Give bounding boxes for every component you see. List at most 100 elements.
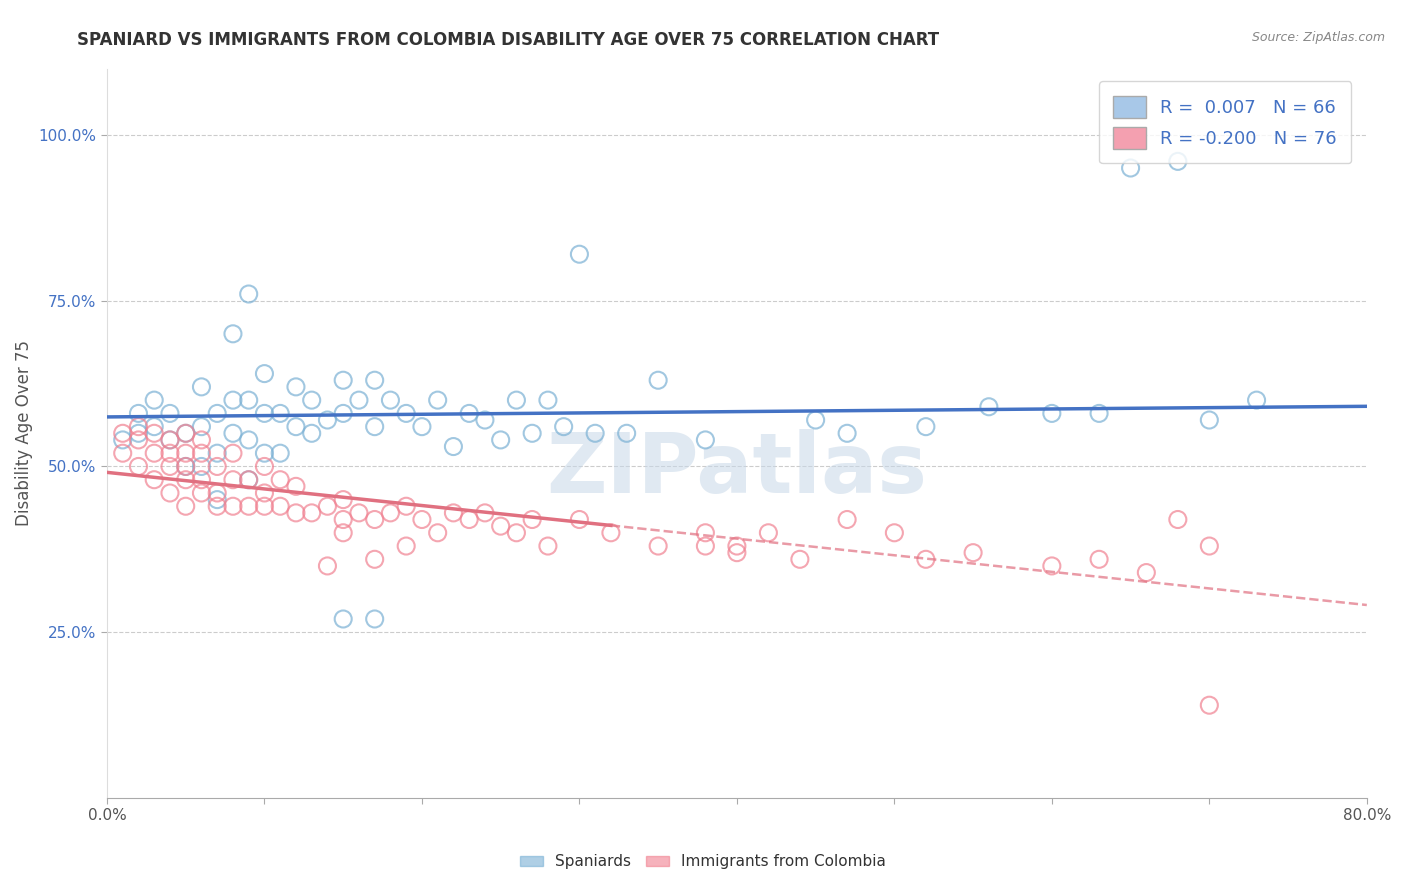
Point bbox=[238, 287, 260, 301]
Point bbox=[159, 446, 181, 460]
Point bbox=[695, 433, 717, 447]
Point bbox=[269, 500, 291, 514]
Point bbox=[695, 525, 717, 540]
Point bbox=[238, 433, 260, 447]
Text: SPANIARD VS IMMIGRANTS FROM COLOMBIA DISABILITY AGE OVER 75 CORRELATION CHART: SPANIARD VS IMMIGRANTS FROM COLOMBIA DIS… bbox=[77, 31, 939, 49]
Point bbox=[758, 525, 780, 540]
Point bbox=[332, 492, 354, 507]
Point bbox=[253, 367, 276, 381]
Point bbox=[380, 506, 402, 520]
Point bbox=[284, 506, 307, 520]
Point bbox=[159, 433, 181, 447]
Point bbox=[489, 519, 512, 533]
Text: ZIPatlas: ZIPatlas bbox=[547, 429, 928, 510]
Point bbox=[111, 426, 134, 441]
Point bbox=[1198, 539, 1220, 553]
Point bbox=[238, 473, 260, 487]
Point bbox=[505, 393, 527, 408]
Point bbox=[1135, 566, 1157, 580]
Point bbox=[174, 500, 197, 514]
Point bbox=[380, 393, 402, 408]
Point bbox=[1088, 406, 1111, 420]
Point bbox=[222, 393, 245, 408]
Point bbox=[458, 406, 481, 420]
Point bbox=[332, 512, 354, 526]
Point bbox=[238, 393, 260, 408]
Point bbox=[190, 473, 212, 487]
Point bbox=[269, 406, 291, 420]
Point bbox=[583, 426, 606, 441]
Point bbox=[363, 512, 385, 526]
Point bbox=[1167, 154, 1189, 169]
Point bbox=[616, 426, 638, 441]
Point bbox=[143, 426, 166, 441]
Legend: R =  0.007   N = 66, R = -0.200   N = 76: R = 0.007 N = 66, R = -0.200 N = 76 bbox=[1099, 81, 1351, 163]
Point bbox=[174, 446, 197, 460]
Point bbox=[395, 500, 418, 514]
Point bbox=[205, 500, 228, 514]
Point bbox=[426, 525, 449, 540]
Point bbox=[363, 373, 385, 387]
Point bbox=[411, 419, 433, 434]
Point bbox=[284, 419, 307, 434]
Point bbox=[915, 419, 938, 434]
Point bbox=[568, 512, 591, 526]
Point bbox=[489, 433, 512, 447]
Point bbox=[411, 512, 433, 526]
Point bbox=[222, 326, 245, 341]
Point bbox=[347, 393, 370, 408]
Point bbox=[159, 433, 181, 447]
Point bbox=[127, 426, 149, 441]
Point bbox=[205, 446, 228, 460]
Point bbox=[332, 406, 354, 420]
Point bbox=[127, 459, 149, 474]
Point bbox=[1246, 393, 1268, 408]
Point bbox=[269, 473, 291, 487]
Point bbox=[174, 426, 197, 441]
Point bbox=[159, 406, 181, 420]
Point bbox=[883, 525, 905, 540]
Point bbox=[316, 500, 339, 514]
Point bbox=[395, 406, 418, 420]
Point bbox=[1119, 161, 1142, 175]
Point bbox=[1198, 698, 1220, 713]
Point bbox=[505, 525, 527, 540]
Point bbox=[474, 413, 496, 427]
Text: Source: ZipAtlas.com: Source: ZipAtlas.com bbox=[1251, 31, 1385, 45]
Point bbox=[458, 512, 481, 526]
Point bbox=[174, 459, 197, 474]
Point bbox=[962, 546, 984, 560]
Point bbox=[190, 380, 212, 394]
Point bbox=[127, 433, 149, 447]
Point bbox=[269, 446, 291, 460]
Point bbox=[301, 393, 323, 408]
Point bbox=[837, 512, 859, 526]
Point bbox=[174, 473, 197, 487]
Point bbox=[1040, 406, 1063, 420]
Point bbox=[127, 419, 149, 434]
Point bbox=[143, 473, 166, 487]
Point bbox=[647, 539, 669, 553]
Point bbox=[222, 473, 245, 487]
Point bbox=[253, 500, 276, 514]
Point bbox=[253, 446, 276, 460]
Point bbox=[316, 558, 339, 573]
Point bbox=[332, 373, 354, 387]
Point bbox=[977, 400, 1000, 414]
Point bbox=[127, 406, 149, 420]
Point bbox=[553, 419, 575, 434]
Point bbox=[441, 506, 464, 520]
Y-axis label: Disability Age Over 75: Disability Age Over 75 bbox=[15, 340, 32, 526]
Point bbox=[205, 486, 228, 500]
Point bbox=[1040, 558, 1063, 573]
Point bbox=[174, 459, 197, 474]
Point bbox=[474, 506, 496, 520]
Point bbox=[190, 459, 212, 474]
Point bbox=[111, 433, 134, 447]
Point bbox=[332, 612, 354, 626]
Point bbox=[253, 406, 276, 420]
Point bbox=[159, 459, 181, 474]
Point bbox=[143, 419, 166, 434]
Point bbox=[190, 486, 212, 500]
Point bbox=[284, 380, 307, 394]
